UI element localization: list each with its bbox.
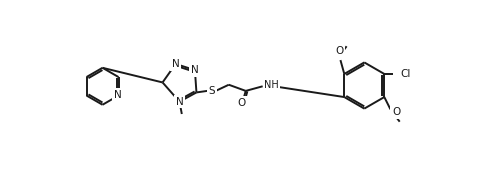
Text: N: N [191, 65, 198, 75]
Text: N: N [171, 59, 179, 69]
Text: Cl: Cl [400, 69, 410, 79]
Text: NH: NH [264, 80, 279, 90]
Text: S: S [208, 86, 215, 96]
Text: O: O [391, 107, 399, 118]
Text: O: O [237, 98, 245, 108]
Text: O: O [335, 46, 343, 56]
Text: N: N [175, 97, 183, 107]
Text: N: N [114, 90, 121, 100]
